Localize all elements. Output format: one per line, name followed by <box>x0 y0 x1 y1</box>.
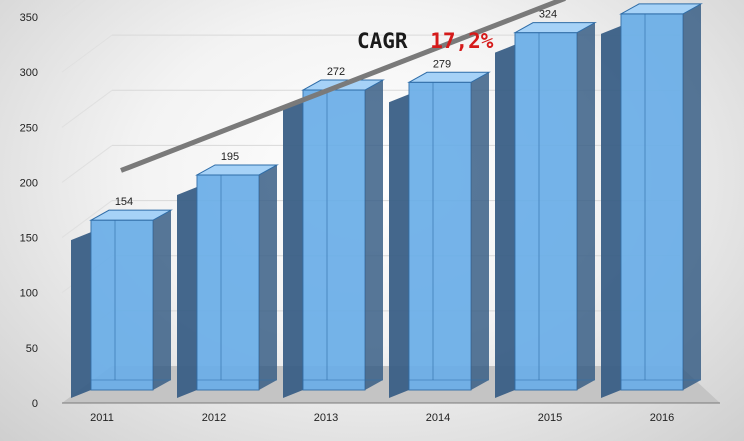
y-tick-label: 100 <box>20 288 38 300</box>
x-tick-label: 2011 <box>90 412 114 424</box>
data-label: 324 <box>539 9 557 21</box>
y-tick-label: 250 <box>20 122 38 134</box>
x-tick-label: 2014 <box>426 412 450 424</box>
bar-front-face <box>302 89 366 391</box>
y-tick-label: 50 <box>26 343 38 355</box>
bar-right-face <box>153 210 171 390</box>
x-axis: 2011 2012 2013 2014 2015 2016 <box>90 412 674 424</box>
bar-front-face <box>196 174 260 391</box>
bar-front-face <box>514 32 578 391</box>
gridline-side <box>61 89 113 128</box>
y-tick-label: 200 <box>20 177 38 189</box>
bar-right-face <box>683 3 701 390</box>
bar-top-face <box>619 3 703 15</box>
y-tick-label: 350 <box>20 12 38 24</box>
bar-side-face <box>283 102 303 398</box>
data-label: 279 <box>433 58 451 70</box>
gridline-side <box>61 0 86 18</box>
bar <box>283 79 385 398</box>
bar-top-face <box>513 22 597 34</box>
gridline-side <box>61 200 113 238</box>
data-label: 195 <box>221 151 239 163</box>
y-tick-label: 0 <box>32 398 38 410</box>
x-tick-label: 2012 <box>202 412 226 424</box>
bar <box>71 209 173 398</box>
bar-side-face <box>495 44 515 398</box>
gridline-side <box>61 145 113 183</box>
trend-layer <box>120 0 566 173</box>
cagr-value: 17,2% <box>430 29 494 53</box>
data-label: 154 <box>115 196 133 208</box>
y-axis: 0 50 100 150 200 250 300 350 <box>20 12 38 410</box>
trend-line <box>120 0 566 173</box>
bar-side-face <box>389 94 409 398</box>
x-tick-label: 2015 <box>538 412 562 424</box>
bar-front-face <box>408 81 472 391</box>
cagr-label: CAGR <box>357 29 408 53</box>
bar-front-face <box>90 219 154 391</box>
cagr-annotation: CAGR 17,2% <box>357 29 494 53</box>
y-tick-label: 150 <box>20 233 38 245</box>
bar <box>389 71 491 398</box>
bar-right-face <box>365 80 383 390</box>
bar-side-face <box>71 232 91 398</box>
bar-right-face <box>577 22 595 390</box>
x-tick-label: 2016 <box>650 412 674 424</box>
data-label: 341 <box>645 0 663 2</box>
gridline-side <box>61 34 113 73</box>
bar-top-face <box>407 71 491 83</box>
bar-right-face <box>471 72 489 390</box>
bar-top-face <box>89 209 173 221</box>
x-tick-label: 2013 <box>314 412 338 424</box>
bar-side-face <box>177 186 197 398</box>
bar <box>601 3 703 398</box>
data-label: 272 <box>327 66 345 78</box>
bar-side-face <box>601 25 621 398</box>
bar <box>177 164 279 398</box>
bar-front-face <box>620 13 684 391</box>
y-tick-label: 300 <box>20 67 38 79</box>
bar-top-face <box>195 164 279 176</box>
bar-right-face <box>259 164 277 390</box>
bars: 154 195 272 279 324 341 <box>71 0 703 398</box>
bar <box>495 22 597 398</box>
